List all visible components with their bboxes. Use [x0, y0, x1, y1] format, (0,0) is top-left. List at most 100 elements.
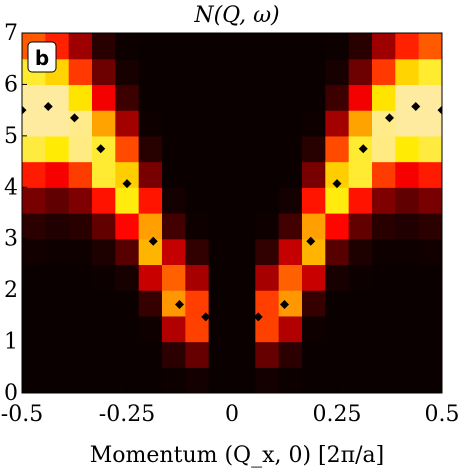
heatmap-cell: [68, 110, 93, 137]
heatmap-cell: [255, 238, 280, 266]
heatmap-cell: [255, 33, 280, 60]
heatmap-cell: [92, 161, 116, 188]
heatmap-cell: [185, 84, 210, 111]
heatmap-cell: [255, 315, 280, 343]
heatmap-cell: [278, 213, 303, 240]
heatmap-cell: [185, 341, 210, 368]
y-tick-label: 4: [4, 175, 18, 200]
heatmap-cell: [278, 367, 303, 393]
y-tick-label: 6: [4, 72, 18, 97]
heatmap-cell: [348, 238, 373, 266]
heatmap-cell: [22, 187, 46, 214]
heatmap-cell: [162, 33, 186, 60]
heatmap-cell: [302, 187, 326, 214]
heatmap-cell: [278, 238, 303, 266]
heatmap-cell: [302, 84, 326, 111]
y-tick-label: 5: [4, 124, 18, 149]
heatmap-cell: [232, 290, 256, 317]
heatmap-cell: [92, 264, 116, 291]
heatmap-cell: [278, 341, 303, 368]
heatmap-cell: [418, 58, 442, 86]
heatmap-cell: [22, 213, 46, 240]
heatmap-cell: [138, 367, 163, 393]
heatmap-cell: [68, 341, 93, 368]
heatmap-cell: [325, 341, 350, 368]
heatmap-cell: [418, 213, 442, 240]
data-point: [306, 236, 316, 246]
heatmap-cell: [208, 315, 233, 343]
heatmap-cell: [418, 84, 442, 111]
heatmap-cell: [185, 290, 210, 317]
heatmap-cell: [45, 238, 70, 266]
heatmap-cell: [162, 84, 186, 111]
heatmap-cell: [232, 187, 256, 214]
heatmap-cell: [325, 110, 350, 137]
heatmap-cell: [68, 161, 93, 188]
heatmap-cell: [45, 161, 70, 188]
heatmap-cell: [232, 367, 256, 393]
heatmap-cell: [208, 110, 233, 137]
panel-label: b: [35, 46, 49, 70]
heatmap-cell: [232, 264, 256, 291]
heatmap-cell: [138, 341, 163, 368]
heatmap-cell: [278, 187, 303, 214]
heatmap-cell: [325, 33, 350, 60]
heatmap-cell: [115, 213, 140, 240]
heatmap-cell: [162, 341, 186, 368]
heatmap-cell: [185, 315, 210, 343]
heatmap-cell: [325, 161, 350, 188]
data-point: [175, 300, 184, 310]
heatmap-cell: [255, 58, 280, 86]
heatmap-cell: [68, 58, 93, 86]
heatmap-cell: [22, 367, 46, 393]
heatmap-cell: [372, 341, 396, 368]
heatmap-cell: [232, 161, 256, 188]
heatmap-cell: [255, 290, 280, 317]
heatmap-cell: [418, 187, 442, 214]
heatmap-cell: [278, 33, 303, 60]
heatmap-cell: [302, 341, 326, 368]
data-point: [122, 179, 132, 189]
heatmap-cell: [232, 315, 256, 343]
heatmap-cell: [45, 187, 70, 214]
heatmap-cell: [232, 84, 256, 111]
heatmap-cell: [255, 135, 280, 163]
heatmap-cell: [348, 187, 373, 214]
heatmap-cell: [138, 264, 163, 291]
heatmap-cell: [278, 58, 303, 86]
heatmap-cell: [45, 84, 70, 111]
heatmap-cell: [162, 315, 186, 343]
heatmap-cell: [138, 315, 163, 343]
heatmap-cell: [92, 367, 116, 393]
heatmap-cell: [372, 187, 396, 214]
heatmap-cell: [185, 238, 210, 266]
heatmap-cell: [22, 341, 46, 368]
heatmap-cell: [278, 264, 303, 291]
heatmap-cell: [255, 341, 280, 368]
heatmap-cell: [372, 110, 396, 137]
heatmap-cell: [22, 264, 46, 291]
heatmap-cell: [372, 238, 396, 266]
heatmap-cell: [162, 213, 186, 240]
heatmap-cell: [22, 161, 46, 188]
heatmap-cell: [302, 135, 326, 163]
heatmap-cell: [208, 58, 233, 86]
data-markers: [22, 102, 442, 322]
heatmap-cell: [255, 264, 280, 291]
heatmap: [22, 33, 442, 393]
heatmap-cell: [302, 58, 326, 86]
heatmap-cell: [302, 33, 326, 60]
heatmap-cell: [115, 135, 140, 163]
heatmap-cell: [68, 238, 93, 266]
heatmap-cell: [325, 187, 350, 214]
heatmap-cell: [68, 84, 93, 111]
heatmap-cell: [68, 290, 93, 317]
heatmap-cell: [208, 187, 233, 214]
heatmap-cell: [138, 33, 163, 60]
data-point: [332, 179, 342, 189]
heatmap-cell: [232, 238, 256, 266]
heatmap-cell: [372, 367, 396, 393]
heatmap-cell: [395, 290, 420, 317]
heatmap-cell: [162, 264, 186, 291]
heatmap-cell: [92, 341, 116, 368]
